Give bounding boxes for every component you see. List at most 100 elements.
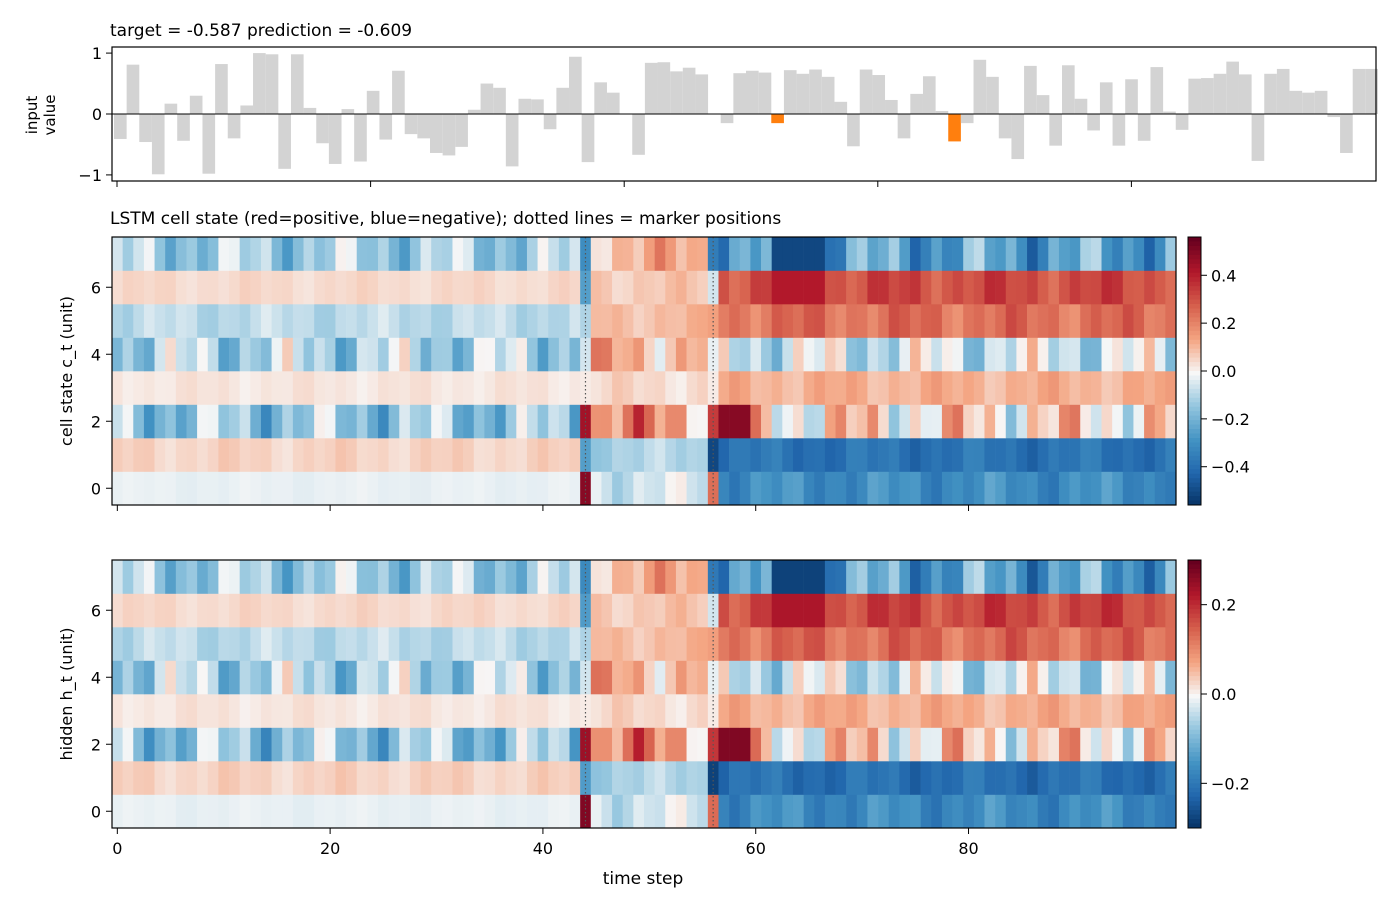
heatmap-cell (771, 270, 783, 305)
heatmap-cell (707, 794, 719, 829)
heatmap-cell (346, 694, 358, 728)
heatmap-cell (154, 237, 166, 271)
heatmap-cell (750, 404, 762, 439)
heatmap-cell (1112, 337, 1124, 372)
heatmap-cell (771, 794, 783, 829)
heatmap-cell (739, 404, 751, 439)
heatmap-cell (580, 761, 592, 795)
heatmap-cell (165, 761, 177, 795)
heatmap-cell (356, 560, 368, 594)
heatmap-cell (388, 660, 400, 695)
heatmap-cell (984, 237, 996, 271)
heatmap-cell (920, 560, 932, 594)
heatmap-cell (835, 727, 847, 762)
heatmap-cell (739, 237, 751, 271)
heatmap-cell (314, 237, 326, 271)
heatmap-cell (292, 304, 304, 338)
heatmap-cell (154, 694, 166, 728)
colorbar-segment (1188, 268, 1201, 274)
heatmap-cell (686, 794, 698, 829)
heatmap-cell (197, 794, 209, 829)
heatmap-cell (675, 371, 687, 405)
heatmap-cell (165, 593, 177, 628)
heatmap-cell (761, 660, 772, 695)
heatmap-cell (686, 270, 698, 305)
heatmap-cell (335, 337, 347, 372)
heatmap-cell (612, 794, 624, 829)
colorbar-segment (1188, 671, 1201, 677)
heatmap-cell (122, 304, 134, 338)
heatmap-cell (665, 794, 677, 829)
heatmap-cell (324, 560, 336, 594)
heatmap-cell (250, 727, 262, 762)
heatmap-cell (548, 694, 560, 728)
heatmap-cell (271, 794, 283, 829)
heatmap-cell (356, 371, 368, 405)
heatmap-cell (324, 727, 336, 762)
heatmap-cell (633, 727, 645, 762)
heatmap-cell (899, 371, 911, 405)
heatmap-cell (239, 761, 251, 795)
heatmap-cell (505, 694, 517, 728)
heatmap-cell (558, 794, 570, 829)
heatmap-cell (463, 761, 475, 795)
heatmap-cell (1080, 304, 1092, 338)
heatmap-cell (133, 727, 145, 762)
heatmap-cell (675, 794, 687, 829)
heatmap-cell (399, 660, 411, 695)
heatmap-cell (601, 794, 613, 829)
heatmap-cell (665, 694, 677, 728)
heatmap-cell (835, 337, 847, 372)
heatmap-cell (346, 304, 358, 338)
heatmap-cell (143, 694, 155, 728)
heatmap-cell (420, 438, 432, 472)
heatmap-cell (186, 404, 198, 439)
heatmap-cell (1080, 404, 1092, 439)
heatmap-cell (590, 371, 602, 405)
heatmap-cell (590, 560, 602, 594)
heatmap-cell (197, 660, 209, 695)
heatmap-cell (112, 627, 123, 661)
colorbar-segment (1188, 819, 1201, 825)
heatmap-cell (271, 237, 283, 271)
heatmap-cell (495, 794, 506, 829)
input-bar (922, 76, 936, 114)
heatmap-cell (1133, 694, 1145, 728)
heatmap-cell (1016, 404, 1028, 439)
heatmap-cell (239, 794, 251, 829)
heatmap-cell (292, 237, 304, 271)
heatmap-cell (452, 794, 464, 829)
heatmap-cell (367, 694, 379, 728)
heatmap-cell (601, 471, 613, 506)
heatmap-cell (729, 371, 741, 405)
heatmap-cell (654, 627, 666, 661)
heatmap-cell (984, 438, 996, 472)
heatmap-cell (963, 270, 975, 305)
heatmap-cell (995, 270, 1007, 305)
heatmap-cell (835, 371, 847, 405)
heatmap-cell (963, 371, 975, 405)
heatmap-cell (367, 337, 379, 372)
input-bar (783, 70, 797, 114)
heatmap-cell (229, 337, 240, 372)
heatmap-cell (1090, 627, 1102, 661)
colorbar-segment (1188, 312, 1201, 318)
heatmap-cell (548, 438, 560, 472)
heatmap-cell (1122, 794, 1134, 829)
heatmap-cell (846, 371, 858, 405)
heatmap-cell (995, 761, 1007, 795)
x-axis-label: time step (603, 869, 684, 889)
heatmap-cell (229, 404, 240, 439)
heatmap-cell (271, 404, 283, 439)
heatmap-cell (1112, 304, 1124, 338)
heatmap-cell (633, 794, 645, 829)
heatmap-cell (186, 660, 198, 695)
heatmap-cell (1122, 627, 1134, 661)
heatmap-cell (1090, 560, 1102, 594)
input-bar (404, 114, 418, 135)
heatmap-cell (569, 237, 581, 271)
heatmap-cell (697, 560, 709, 594)
heatmap-cell (633, 304, 645, 338)
heatmap-cell (612, 237, 624, 271)
heatmap-cell (824, 304, 836, 338)
